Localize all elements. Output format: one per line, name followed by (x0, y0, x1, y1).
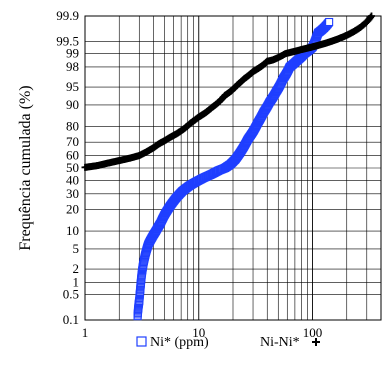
data-point-ni-ni (367, 12, 375, 20)
y-tick-label: 2 (73, 261, 80, 276)
y-tick-label: 80 (66, 119, 79, 134)
legend-label-ni: Ni* (ppm) (150, 335, 209, 350)
y-tick-label: 0.5 (63, 287, 79, 302)
y-tick-label: 98 (66, 59, 79, 74)
x-tick-labels: 1 10 100 (82, 325, 323, 340)
x-tick-label: 100 (303, 325, 323, 340)
x-tick-label: 10 (192, 325, 205, 340)
y-tick-label: 70 (66, 134, 79, 149)
data-point-ni (325, 17, 334, 27)
y-tick-label: 1 (73, 274, 80, 289)
legend-marker-ni-ni (312, 338, 320, 346)
y-tick-label: 99 (66, 46, 79, 61)
y-tick-label: 95 (66, 79, 79, 94)
y-tick-label: 0.1 (63, 312, 79, 327)
y-tick-label: 99.5 (56, 33, 79, 48)
legend-marker-ni (136, 336, 147, 347)
y-axis-title: Frequência cumulada (%) (17, 85, 34, 250)
y-tick-label: 40 (66, 172, 79, 187)
series-ni (133, 17, 334, 321)
legend-label-ni-ni: Ni-Ni* (260, 335, 300, 350)
legend: Ni* (ppm) Ni-Ni* (136, 335, 320, 350)
y-tick-label: 99.9 (56, 8, 79, 23)
legend-plus-glyph (312, 338, 320, 346)
y-tick-label: 10 (66, 223, 79, 238)
y-tick-label: 90 (66, 97, 79, 112)
y-tick-label: 50 (66, 160, 79, 175)
y-tick-label: 5 (73, 241, 80, 256)
series-layer (81, 12, 375, 321)
y-tick-label: 20 (66, 201, 79, 216)
y-tick-label: 30 (66, 186, 79, 201)
series-ni-ni (81, 12, 375, 171)
x-tick-label: 1 (82, 325, 89, 340)
y-tick-label: 60 (66, 148, 79, 163)
